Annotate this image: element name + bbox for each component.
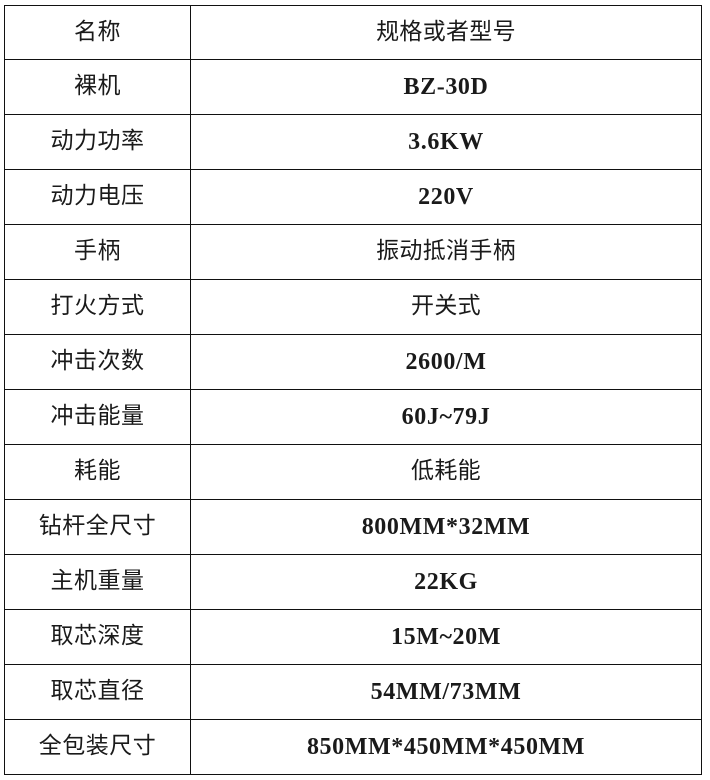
row-label: 主机重量 (4, 554, 191, 610)
table-header-row: 名称 规格或者型号 (4, 5, 702, 60)
row-value: 800MM*32MM (190, 499, 702, 555)
table-row: 取芯深度 15M~20M (4, 609, 702, 665)
row-label: 打火方式 (4, 279, 191, 335)
row-value: 振动抵消手柄 (190, 224, 702, 280)
row-label: 动力功率 (4, 114, 191, 170)
table-row: 打火方式 开关式 (4, 279, 702, 335)
row-label: 取芯深度 (4, 609, 191, 665)
row-value: 60J~79J (190, 389, 702, 445)
table-row: 动力功率 3.6KW (4, 114, 702, 170)
table-row: 钻杆全尺寸 800MM*32MM (4, 499, 702, 555)
row-value: 低耗能 (190, 444, 702, 500)
table-row: 全包装尺寸 850MM*450MM*450MM (4, 719, 702, 775)
table-row: 主机重量 22KG (4, 554, 702, 610)
row-label: 耗能 (4, 444, 191, 500)
table-row: 手柄 振动抵消手柄 (4, 224, 702, 280)
column-header-name: 名称 (4, 5, 191, 60)
table-row: 裸机 BZ-30D (4, 59, 702, 115)
row-value: 15M~20M (190, 609, 702, 665)
table-body: 名称 规格或者型号 裸机 BZ-30D 动力功率 3.6KW 动力电压 220V… (4, 5, 702, 775)
row-label: 全包装尺寸 (4, 719, 191, 775)
row-label: 钻杆全尺寸 (4, 499, 191, 555)
row-value: 850MM*450MM*450MM (190, 719, 702, 775)
row-value: BZ-30D (190, 59, 702, 115)
row-value: 220V (190, 169, 702, 225)
row-label: 手柄 (4, 224, 191, 280)
row-label: 取芯直径 (4, 664, 191, 720)
row-value: 2600/M (190, 334, 702, 390)
table-row: 冲击能量 60J~79J (4, 389, 702, 445)
row-label: 裸机 (4, 59, 191, 115)
table-row: 冲击次数 2600/M (4, 334, 702, 390)
row-value: 开关式 (190, 279, 702, 335)
specification-table: 名称 规格或者型号 裸机 BZ-30D 动力功率 3.6KW 动力电压 220V… (4, 5, 702, 775)
row-value: 54MM/73MM (190, 664, 702, 720)
table-row: 动力电压 220V (4, 169, 702, 225)
row-label: 冲击次数 (4, 334, 191, 390)
row-label: 冲击能量 (4, 389, 191, 445)
table-row: 取芯直径 54MM/73MM (4, 664, 702, 720)
row-value: 22KG (190, 554, 702, 610)
row-value: 3.6KW (190, 114, 702, 170)
row-label: 动力电压 (4, 169, 191, 225)
column-header-spec: 规格或者型号 (190, 5, 702, 60)
table-row: 耗能 低耗能 (4, 444, 702, 500)
